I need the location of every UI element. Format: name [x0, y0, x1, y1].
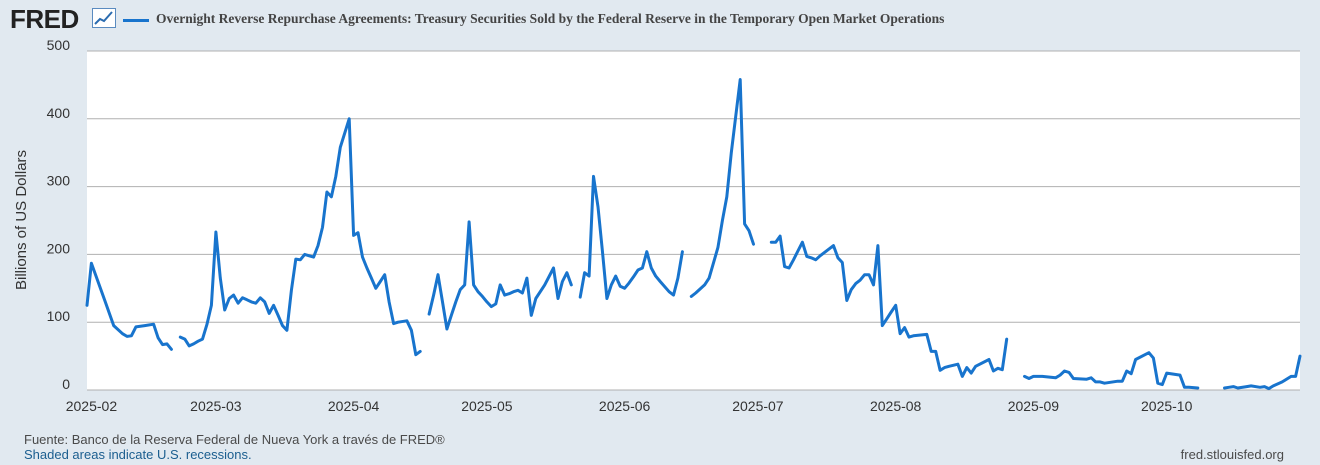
series-line-segment: [1023, 351, 1200, 390]
y-tick-label: 300: [47, 173, 71, 189]
series-line-segment: [689, 78, 755, 298]
y-tick-label: 500: [47, 37, 71, 53]
x-tick-label: 2025-05: [461, 398, 513, 414]
x-tick-label: 2025-02: [66, 398, 118, 414]
y-axis-ticks: 0 100 200 300 400 500: [47, 37, 71, 392]
x-tick-label: 2025-10: [1141, 398, 1193, 414]
series-line-segment: [85, 261, 173, 351]
series-line-segment: [178, 117, 422, 357]
footer-recession-note: Shaded areas indicate U.S. recessions.: [24, 447, 252, 462]
x-tick-label: 2025-06: [599, 398, 651, 414]
footer-site-link[interactable]: fred.stlouisfed.org: [1180, 447, 1284, 462]
y-tick-label: 200: [47, 240, 71, 256]
legend-label: Overnight Reverse Repurchase Agreements:…: [156, 11, 945, 26]
header: FRED Overnight Reverse Repurchase Agreem…: [0, 0, 1320, 40]
x-tick-label: 2025-07: [732, 398, 784, 414]
series-line-segment: [427, 220, 573, 331]
legend-swatch: [123, 19, 149, 22]
y-tick-label: 0: [62, 376, 70, 392]
fred-logo[interactable]: FRED: [10, 4, 79, 34]
x-tick-label: 2025-04: [328, 398, 380, 414]
series-line-segment: [769, 234, 1009, 378]
series-line-segment: [1223, 354, 1302, 391]
x-tick-label: 2025-08: [870, 398, 922, 414]
y-axis-label: Billions of US Dollars: [13, 150, 30, 290]
plot-area: [87, 51, 1300, 390]
y-tick-label: 100: [47, 308, 71, 324]
footer-source: Fuente: Banco de la Reserva Federal de N…: [24, 432, 445, 447]
y-tick-label: 400: [47, 105, 71, 121]
x-axis-ticks: 2025-02 2025-03 2025-04 2025-05 2025-06 2025-…: [66, 398, 1193, 414]
series-group: [85, 78, 1302, 391]
series-line-segment: [578, 174, 684, 300]
x-tick-label: 2025-09: [1008, 398, 1060, 414]
graph-icon: [92, 8, 116, 28]
x-tick-label: 2025-03: [190, 398, 242, 414]
